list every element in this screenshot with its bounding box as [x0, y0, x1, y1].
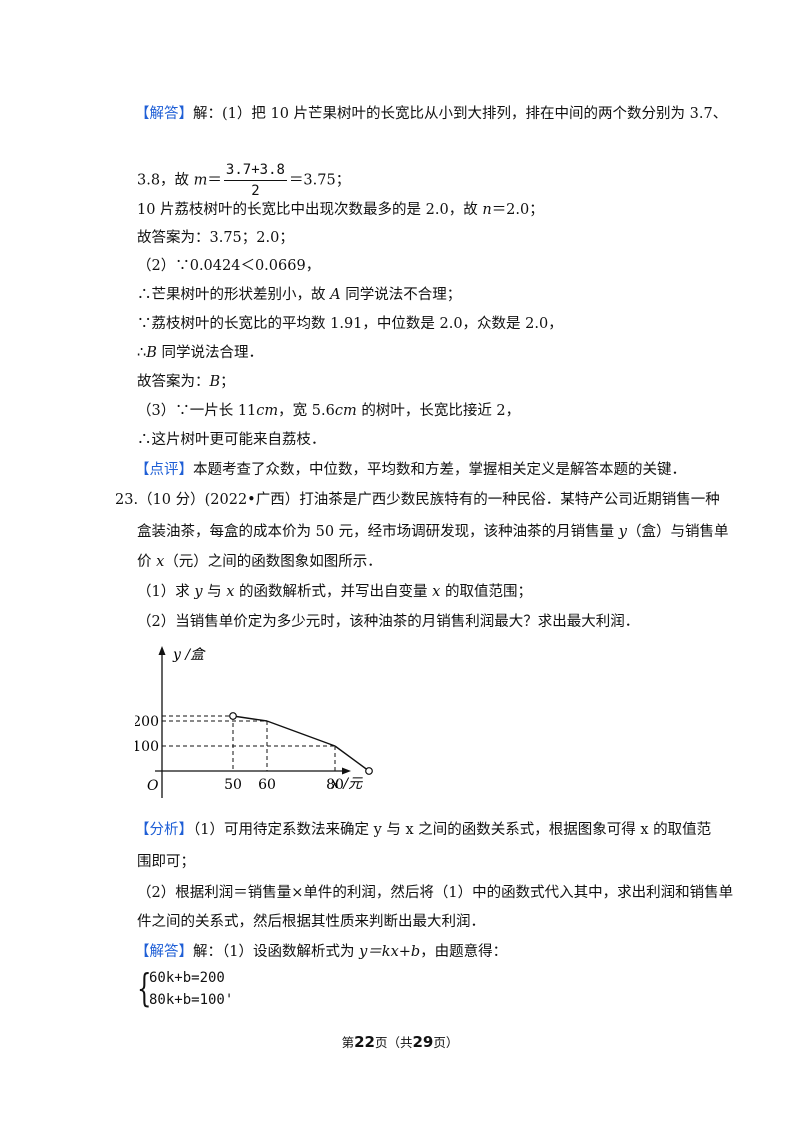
- q3-text-a: 价: [137, 554, 157, 570]
- analysis-tag: 【分析】: [135, 822, 193, 838]
- p1-var-x: x: [226, 584, 235, 600]
- fraction-numerator: 3.7+3.8: [223, 160, 287, 181]
- p1-var-x-2: x: [432, 584, 441, 600]
- x-axis-arrow-icon: [342, 767, 351, 775]
- line3-pre: 10 片荔枝树叶的长宽比中出现次数最多的是 2.0，故: [137, 202, 483, 218]
- q2-text-b: （盒）与销售单: [626, 524, 729, 540]
- line3-post: ＝2.0；: [491, 202, 544, 218]
- open-endpoint: [365, 767, 373, 775]
- solution-pre: 解：（1）设函数解析式为: [193, 944, 360, 960]
- page-footer: 第22页（共29页）: [0, 1032, 800, 1051]
- solution-line: 【解答】解：（1）设函数解析式为 y＝kx+b，由题意得：: [135, 942, 507, 962]
- var-m: m: [193, 172, 208, 189]
- y-tick-label: 200: [135, 714, 159, 730]
- answer-line-4: 故答案为：3.75；2.0；: [137, 230, 294, 246]
- comment-text: 本题考查了众数，中位数，平均数和方差，掌握相关定义是解答本题的关键．: [193, 462, 686, 478]
- analysis-line-3: （2）根据利润＝销售量×单件的利润，然后将（1）中的函数式代入其中，求出利润和销…: [137, 885, 734, 901]
- equals: ＝: [207, 172, 222, 189]
- var-x: x: [156, 554, 165, 570]
- solution-expr: y＝kx+b: [359, 944, 421, 960]
- line9-post: ；: [220, 374, 235, 390]
- solution-tag: 【解答】: [135, 944, 193, 960]
- footer-post: 页）: [433, 1035, 459, 1050]
- line8-post: 同学说法合理．: [156, 345, 263, 361]
- analysis-line-2: 围即可；: [137, 854, 195, 870]
- x-tick-label: 60: [258, 777, 276, 793]
- left-brace: {: [137, 966, 152, 1010]
- q3-text-b: （元）之间的函数图象如图所示．: [164, 554, 382, 570]
- equation-1: 60k+b=200: [149, 970, 225, 986]
- analysis-line-4: 件之间的关系式，然后根据其性质来判断出最大利润．: [137, 914, 485, 930]
- equation-2: 80k+b=100': [149, 992, 234, 1008]
- line10-p3: 的树叶，长宽比接近 2，: [356, 403, 521, 419]
- p1-a: （1）求: [137, 584, 195, 600]
- p1-d: 的取值范围；: [440, 584, 532, 600]
- line2-pre: 3.8，故: [137, 172, 194, 189]
- answer-line-9: 故答案为：B；: [137, 372, 235, 392]
- footer-mid: 页（共: [374, 1035, 413, 1050]
- line10-p2: ，宽 5.6: [278, 403, 335, 419]
- p1-c: 的函数解析式，并写出自变量: [234, 584, 433, 600]
- x-tick-label: 50: [224, 777, 242, 793]
- comment-line: 【点评】本题考查了众数，中位数，平均数和方差，掌握相关定义是解答本题的关键．: [135, 460, 686, 480]
- answer-line-2: 3.8，故 m＝ 3.7+3.8 2 ＝3.75；: [137, 160, 350, 201]
- question-part-2: （2）当销售单价定为多少元时，该种油茶的月销售利润最大？求出最大利润．: [137, 614, 640, 630]
- page-number: 22: [354, 1033, 375, 1051]
- graph-marks: [229, 712, 373, 775]
- graph-segment: [266, 720, 336, 747]
- answer-tag: 【解答】: [135, 106, 193, 122]
- var-A: A: [330, 287, 341, 303]
- answer-line-5: （2）∵0.0424＜0.0669，: [137, 258, 321, 274]
- page-total: 29: [412, 1033, 434, 1051]
- line6-pre: ∴芒果树叶的形状差别小，故: [137, 287, 331, 303]
- question-part-1: （1）求 y 与 x 的函数解析式，并写出自变量 x 的取值范围；: [137, 582, 532, 602]
- graph-segment: [232, 715, 268, 722]
- x-axis-label: x /元: [331, 776, 363, 792]
- footer-pre: 第: [341, 1035, 355, 1050]
- question-line-1: 23.（10 分）(2022•广西）打油茶是广西少数民族特有的一种民俗．某特产公…: [115, 492, 720, 508]
- line2-post: ＝3.75；: [288, 172, 351, 189]
- answer-line-3: 10 片荔枝树叶的长宽比中出现次数最多的是 2.0，故 n＝2.0；: [137, 200, 544, 220]
- question-line-3: 价 x（元）之间的函数图象如图所示．: [137, 552, 382, 572]
- answer-line-6: ∴芒果树叶的形状差别小，故 A 同学说法不合理；: [137, 285, 461, 305]
- unit-cm-2: cm: [334, 403, 357, 419]
- tick-labels: 50 60 80 200 100: [135, 714, 344, 793]
- open-endpoint: [229, 712, 237, 720]
- question-line-2: 盒装油茶，每盒的成本价为 50 元，经市场调研发现，该种油茶的月销售量 y（盒）…: [137, 522, 728, 542]
- answer-line-10: （3）∵一片长 11cm，宽 5.6cm 的树叶，长宽比接近 2，: [137, 401, 520, 421]
- y-tick-label: 100: [135, 739, 159, 755]
- answer-text: 解：(1）把 10 片芒果树叶的长宽比从小到大排列，排在中间的两个数分别为 3.…: [193, 106, 728, 122]
- line10-p1: （3）∵一片长 11: [137, 403, 257, 419]
- fraction-m: 3.7+3.8 2: [223, 160, 287, 201]
- line8-pre: ∴: [137, 345, 147, 361]
- var-n: n: [482, 202, 492, 218]
- var-y: y: [618, 524, 627, 540]
- y-axis-label: y /盒: [172, 647, 206, 663]
- analysis-text: （1）可用待定系数法来确定 y 与 x 之间的函数关系式，根据图象可得 x 的取…: [193, 822, 712, 838]
- line6-post: 同学说法不合理；: [340, 287, 462, 303]
- var-B-2: B: [209, 374, 221, 390]
- answer-line-1: 【解答】解：(1）把 10 片芒果树叶的长宽比从小到大排列，排在中间的两个数分别…: [135, 104, 727, 124]
- x-tick-label: 80: [326, 777, 344, 793]
- p1-b: 与: [202, 584, 227, 600]
- function-graph: y /盒 x /元 O 50 60 80 200 100: [135, 646, 373, 798]
- var-B: B: [146, 345, 157, 361]
- answer-line-11: ∴这片树叶更可能来自荔枝．: [137, 432, 326, 448]
- fraction-denominator: 2: [251, 183, 260, 199]
- y-axis-arrow-icon: [158, 646, 166, 655]
- unit-cm-1: cm: [256, 403, 279, 419]
- guide-lines: [162, 715, 336, 771]
- q2-text: 盒装油茶，每盒的成本价为 50 元，经市场调研发现，该种油茶的月销售量: [137, 524, 619, 540]
- answer-line-8: ∴B 同学说法合理．: [137, 343, 263, 363]
- origin-label: O: [147, 778, 159, 794]
- p1-var-y: y: [194, 584, 203, 600]
- answer-line-7: ∵荔枝树叶的长宽比的平均数 1.91，中位数是 2.0，众数是 2.0，: [137, 316, 563, 332]
- analysis-line-1: 【分析】（1）可用待定系数法来确定 y 与 x 之间的函数关系式，根据图象可得 …: [135, 820, 711, 840]
- line9-pre: 故答案为：: [137, 374, 210, 390]
- graph-segment: [334, 745, 370, 772]
- comment-tag: 【点评】: [135, 462, 193, 478]
- solution-post: ，由题意得：: [420, 944, 508, 960]
